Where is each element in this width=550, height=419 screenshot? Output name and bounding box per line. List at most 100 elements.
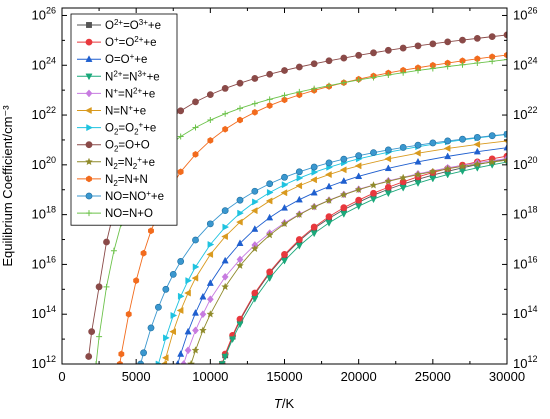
data-point xyxy=(236,79,244,87)
data-point xyxy=(295,168,303,176)
data-point xyxy=(325,196,333,204)
data-point xyxy=(429,139,437,147)
data-point xyxy=(399,185,407,192)
data-point xyxy=(251,75,259,82)
data-point xyxy=(96,333,103,340)
data-point xyxy=(191,309,200,316)
data-point xyxy=(221,353,229,361)
data-point xyxy=(236,239,244,246)
data-point xyxy=(459,61,466,68)
legend-label: N=N++e xyxy=(105,104,146,118)
data-point xyxy=(170,311,178,319)
legend-marker xyxy=(85,106,92,115)
data-point xyxy=(459,135,466,143)
legend-label: O2+=O3++e xyxy=(105,18,161,32)
data-point xyxy=(93,361,100,364)
data-point xyxy=(177,107,185,115)
data-point xyxy=(384,164,392,172)
data-point xyxy=(370,49,377,57)
data-point xyxy=(199,310,207,319)
data-point xyxy=(222,110,229,117)
legend-item: O2+=O3++e xyxy=(77,18,161,32)
data-point xyxy=(281,181,289,189)
data-point xyxy=(281,251,288,258)
data-point xyxy=(184,346,192,355)
data-point xyxy=(369,181,378,189)
data-point xyxy=(147,324,155,332)
data-point xyxy=(236,196,244,204)
series-line-5 xyxy=(163,140,507,364)
data-point xyxy=(266,213,274,221)
data-point xyxy=(237,209,244,217)
data-point xyxy=(311,85,318,92)
legend-item: N2+=N3++e xyxy=(77,69,160,83)
data-point xyxy=(355,203,363,211)
y-tick-label-left: 1016 xyxy=(32,254,56,271)
x-tick-label: 15000 xyxy=(266,369,302,384)
data-point xyxy=(415,67,421,74)
data-point xyxy=(340,211,348,218)
data-point xyxy=(504,56,507,63)
data-point xyxy=(187,359,195,364)
data-point xyxy=(207,137,214,144)
data-point xyxy=(325,220,333,227)
data-point xyxy=(384,46,392,54)
data-point xyxy=(339,190,348,199)
data-point xyxy=(177,350,185,357)
legend-marker xyxy=(85,73,93,81)
data-point xyxy=(310,188,318,196)
data-point xyxy=(414,149,421,157)
y-tick-label-left: 1012 xyxy=(32,354,56,371)
data-point xyxy=(354,185,363,194)
data-point xyxy=(325,182,333,190)
data-point xyxy=(310,163,318,171)
legend: O2+=O3++e O+=O2++e O=O++e N2+=N3++e N+=N2++e… xyxy=(70,13,178,226)
data-point xyxy=(384,155,392,163)
legend-marker xyxy=(86,210,92,217)
data-point xyxy=(384,190,392,198)
y-tick-label-right: 1026 xyxy=(513,5,537,22)
data-point xyxy=(162,285,170,293)
data-point xyxy=(429,65,436,72)
series-line-0 xyxy=(221,158,507,364)
data-point xyxy=(221,272,229,281)
data-point xyxy=(444,63,451,70)
y-tick-label-right: 1022 xyxy=(513,105,537,122)
data-point xyxy=(250,244,259,253)
data-point xyxy=(443,144,451,152)
data-point xyxy=(444,171,452,179)
data-point xyxy=(221,233,228,241)
data-point xyxy=(251,296,259,303)
data-point xyxy=(163,334,170,342)
data-point xyxy=(310,60,318,68)
data-point xyxy=(340,79,347,86)
data-point xyxy=(384,177,393,185)
data-point xyxy=(281,96,288,104)
data-point xyxy=(125,310,132,318)
data-point xyxy=(503,155,507,164)
data-point xyxy=(236,321,244,329)
data-point xyxy=(325,57,333,65)
data-point xyxy=(281,92,288,99)
data-point xyxy=(428,167,437,175)
y-tick-label-left: 1018 xyxy=(32,205,56,222)
data-point xyxy=(229,336,237,344)
data-point xyxy=(295,210,304,218)
y-axis-title: Equilibrium Coefficient/cm⁻³ xyxy=(0,105,15,267)
data-point xyxy=(180,360,188,364)
data-point xyxy=(192,236,199,244)
legend-label: N2=N2++e xyxy=(105,155,155,171)
data-point xyxy=(473,159,482,168)
data-point xyxy=(414,141,422,149)
data-point xyxy=(185,277,193,285)
data-point xyxy=(355,51,363,59)
data-point xyxy=(218,361,226,364)
data-point xyxy=(458,162,467,170)
data-point xyxy=(191,274,199,282)
data-point xyxy=(206,279,214,286)
data-point xyxy=(414,170,422,178)
series-line-6 xyxy=(157,134,507,364)
legend-marker xyxy=(85,38,93,46)
legend-item: NO=NO++e xyxy=(77,189,164,203)
